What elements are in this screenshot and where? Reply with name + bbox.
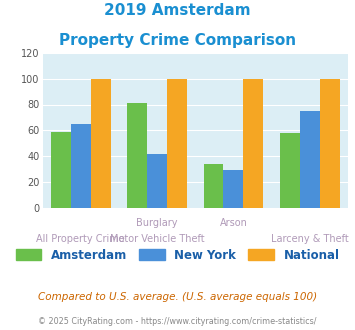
Text: Burglary: Burglary	[136, 218, 178, 228]
Bar	[300, 111, 320, 208]
Bar	[51, 132, 71, 208]
Text: Compared to U.S. average. (U.S. average equals 100): Compared to U.S. average. (U.S. average …	[38, 292, 317, 302]
Bar	[224, 170, 243, 208]
Text: Arson: Arson	[219, 218, 247, 228]
Bar	[167, 79, 187, 208]
Bar	[243, 79, 263, 208]
Text: Motor Vehicle Theft: Motor Vehicle Theft	[110, 234, 204, 244]
Bar	[280, 133, 300, 208]
Text: Property Crime Comparison: Property Crime Comparison	[59, 33, 296, 48]
Text: Larceny & Theft: Larceny & Theft	[271, 234, 349, 244]
Text: 2019 Amsterdam: 2019 Amsterdam	[104, 3, 251, 18]
Bar	[91, 79, 110, 208]
Bar	[204, 164, 224, 208]
Bar	[71, 124, 91, 208]
Bar	[147, 154, 167, 208]
Bar	[127, 103, 147, 208]
Text: © 2025 CityRating.com - https://www.cityrating.com/crime-statistics/: © 2025 CityRating.com - https://www.city…	[38, 317, 317, 326]
Text: All Property Crime: All Property Crime	[36, 234, 125, 244]
Legend: Amsterdam, New York, National: Amsterdam, New York, National	[11, 244, 344, 266]
Bar	[320, 79, 339, 208]
